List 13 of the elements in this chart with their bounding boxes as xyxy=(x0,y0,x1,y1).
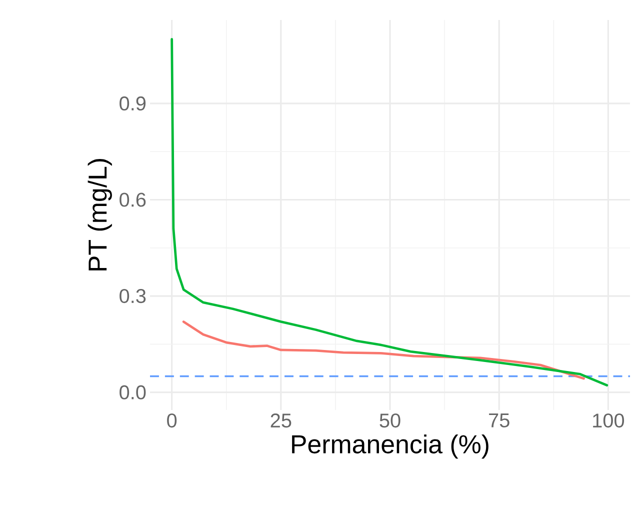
x-tick-label: 0 xyxy=(167,414,177,428)
x-axis-title: Permanencia (%) xyxy=(292,434,488,459)
x-tick-label: 50 xyxy=(380,414,400,428)
y-tick-label: 0.6 xyxy=(120,192,146,207)
y-tick-label: 0.0 xyxy=(120,385,146,400)
line-series xyxy=(170,38,608,386)
y-tick-label: 0.3 xyxy=(120,288,146,304)
x-tick-label: 25 xyxy=(270,414,292,428)
y-axis-title: PT (mg/L) xyxy=(88,159,112,270)
line-series xyxy=(182,320,585,380)
y-tick-label: 0.9 xyxy=(120,96,146,110)
x-tick-label: 100 xyxy=(593,414,624,428)
x-tick-label: 75 xyxy=(489,414,510,428)
